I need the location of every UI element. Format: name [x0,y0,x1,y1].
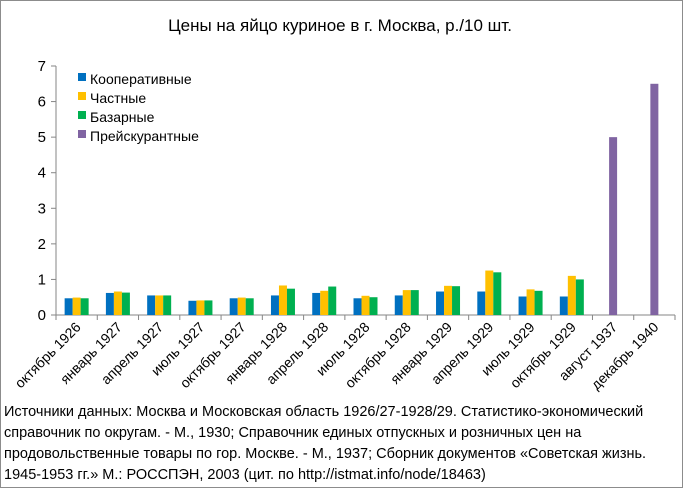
y-tick-label: 5 [38,129,46,146]
bar-1-7 [312,292,321,315]
bar-3-13 [575,279,584,315]
y-tick-label: 0 [38,307,46,324]
bar-2-7 [320,290,329,315]
bar-4-14 [609,137,618,315]
legend-label-4: Прейскурантные [90,128,199,144]
bar-1-13 [559,296,568,315]
legend-swatch-3 [78,111,86,119]
bar-1-6 [270,295,279,315]
bars [64,83,659,316]
bar-1-4 [188,300,197,315]
bar-1-8 [353,298,362,315]
bar-3-1 [80,298,89,315]
bar-1-5 [229,298,238,315]
bar-2-3 [155,295,164,315]
chart-title: Цены на яйцо куриное в г. Москва, р./10 … [168,16,512,35]
y-tick-label: 7 [38,58,46,75]
bar-2-1 [72,297,81,315]
legend-label-1: Кооперативные [90,71,192,87]
bar-1-2 [105,292,114,315]
bar-2-5 [237,297,246,315]
y-tick-label: 6 [38,94,46,111]
bar-2-9 [402,290,411,315]
bar-3-8 [369,297,378,315]
bar-3-5 [245,298,254,315]
legend-swatch-4 [78,130,86,138]
bar-3-4 [204,300,213,315]
legend-label-2: Частные [90,90,146,106]
bar-1-12 [518,296,527,315]
bar-2-8 [361,295,370,315]
bar-3-2 [121,292,130,315]
bar-3-6 [286,288,295,315]
bar-2-11 [485,270,494,315]
y-tick-label: 1 [38,271,46,288]
bar-2-13 [567,275,576,315]
y-tick-label: 3 [38,200,46,217]
bar-3-12 [534,290,543,315]
bar-2-6 [278,285,287,315]
bar-2-2 [113,291,122,315]
bar-2-12 [526,289,535,315]
y-tick-label: 4 [38,165,46,182]
y-tick-label: 2 [38,236,46,253]
bar-3-7 [328,286,337,315]
bar-4-15 [650,83,659,316]
legend-swatch-1 [78,73,86,81]
bar-3-11 [493,272,502,315]
source-note: Источники данных: Москва и Московская об… [4,404,647,483]
bar-3-10 [452,286,461,315]
legend: Кооперативные Частные Базарные Прейскурантн… [78,71,199,144]
bar-2-4 [196,300,205,315]
bar-3-9 [410,290,419,315]
bar-1-9 [394,295,403,315]
bar-1-10 [436,291,445,315]
bar-2-10 [444,285,453,315]
bar-1-11 [477,291,486,315]
bar-3-3 [163,295,172,315]
bar-1-3 [147,295,156,315]
bar-1-1 [64,298,73,315]
y-axis: 0 1 2 3 4 5 6 7 [38,58,57,324]
legend-label-3: Базарные [90,109,155,125]
legend-swatch-2 [78,92,86,100]
